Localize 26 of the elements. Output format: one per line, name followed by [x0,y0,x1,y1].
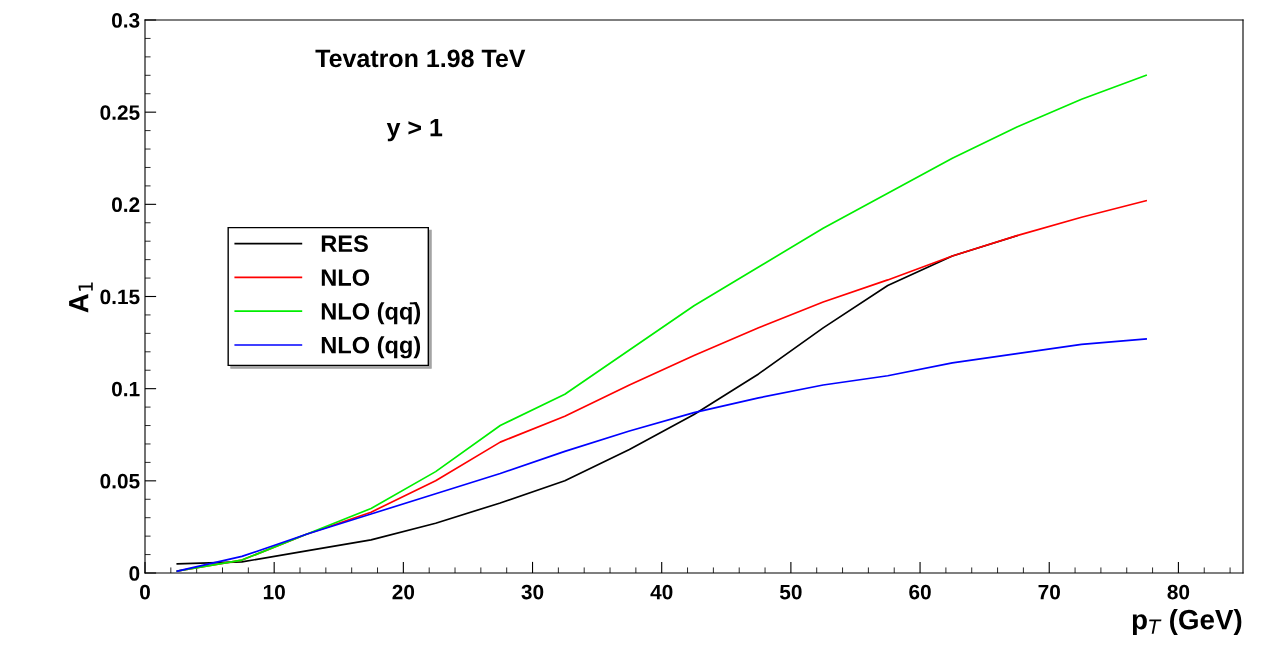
annotation: Tevatron 1.98 TeV [315,49,526,68]
y-tick-label: 0.1 [112,381,140,397]
x-tick-label: 0 [140,584,150,600]
legend-label: NLO (qg) [321,336,421,359]
x-tick-label: 10 [263,584,285,600]
annotation: y > 1 [386,118,443,142]
x-axis-title: p$_{T}$ (GeV) [1132,609,1242,635]
x-tick-label: 80 [1167,584,1190,600]
y-tick-label: 0.05 [100,473,140,489]
y-tick-label: 0.15 [100,289,140,305]
x-tick-label: 60 [909,584,931,600]
x-tick-label: 50 [779,584,802,600]
y-tick-label: 0.25 [100,105,140,120]
x-tick-label: 30 [521,584,544,600]
x-tick-label: 70 [1038,584,1060,600]
x-tick-label: 20 [392,584,415,600]
legend-label: RES [321,235,368,253]
legend-label: NLO (qq̄) [321,302,421,325]
y-axis-title: A$_{1}$ [69,282,93,313]
line-series [176,74,1147,572]
y-tick-label: 0 [129,566,140,581]
x-tick-label: 40 [650,584,673,600]
y-tick-label: 0.3 [112,13,140,28]
y-tick-label: 0.2 [112,197,140,213]
line-series [176,338,1147,572]
legend-label: NLO [321,269,370,286]
